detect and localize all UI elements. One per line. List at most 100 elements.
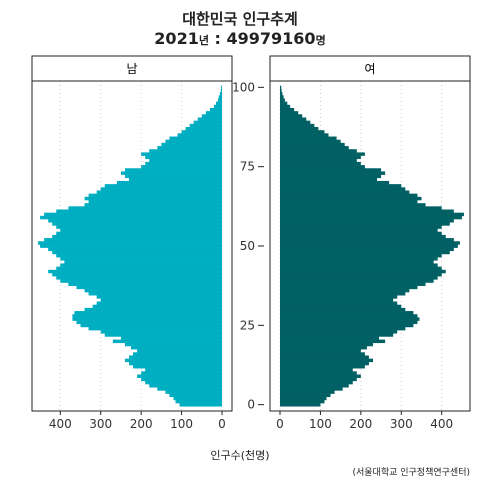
female-age-bar [280, 219, 454, 223]
male-age-bar [124, 174, 222, 179]
female-age-bar [280, 98, 285, 102]
female-age-bar [280, 95, 284, 99]
female-age-bar [280, 361, 369, 366]
female-age-bar [280, 234, 446, 239]
female-age-bar [280, 101, 288, 106]
male-age-bar [68, 206, 222, 210]
male-age-bar [48, 247, 222, 252]
female-age-bar [280, 333, 394, 337]
male-age-bar [217, 98, 222, 102]
male-age-bar [84, 288, 222, 293]
female-age-bar [280, 190, 410, 194]
male-age-bar [40, 244, 222, 248]
male-age-bar [145, 368, 222, 372]
male-age-bar [56, 231, 223, 236]
female-age-bar [280, 107, 295, 112]
age-tick-label: 100 [232, 80, 255, 94]
female-age-bar [280, 225, 442, 229]
male-age-bar [60, 279, 223, 283]
male-age-bar [145, 380, 222, 385]
female-age-bar [280, 263, 438, 267]
male-panel: 남 0 100 200 300 400 [31, 55, 233, 431]
male-age-bar [80, 323, 222, 328]
female-age-bar [280, 285, 418, 290]
female-age-bar [280, 368, 353, 372]
male-panel-frame [31, 80, 233, 412]
female-age-bar [280, 111, 299, 115]
male-age-bar [74, 311, 222, 315]
male-age-bar [52, 250, 222, 255]
male-age-bar [129, 361, 222, 366]
male-age-bar [96, 295, 222, 299]
female-x-tick-label: 200 [349, 417, 372, 431]
female-age-bar [280, 222, 450, 226]
female-age-bar [280, 257, 438, 261]
male-age-bar [88, 292, 223, 296]
male-age-bar [92, 304, 222, 309]
male-age-bar [56, 225, 223, 229]
female-age-bar [280, 180, 390, 185]
male-age-bar [175, 399, 222, 404]
male-age-bar [76, 320, 223, 325]
male-strip-label: 남 [126, 62, 137, 76]
female-age-bar [280, 130, 325, 134]
female-age-bar [280, 206, 442, 210]
male-age-bar [100, 330, 222, 334]
female-age-bar [280, 184, 402, 188]
female-age-bar [280, 311, 414, 315]
male-age-bar [213, 104, 222, 109]
male-age-bar [52, 272, 222, 277]
male-age-bar [56, 266, 223, 271]
age-tick-label: 50 [240, 239, 255, 253]
female-age-bar [280, 155, 361, 160]
female-age-bar [280, 266, 442, 271]
male-age-bar [124, 358, 222, 363]
female-age-bar [280, 177, 378, 182]
male-age-bar [96, 190, 222, 194]
female-age-bar [280, 326, 406, 331]
male-age-bar [38, 241, 223, 245]
male-age-bar [129, 177, 222, 182]
female-age-bar [280, 349, 361, 353]
total-unit: 명 [315, 34, 326, 47]
female-age-bar [280, 364, 365, 369]
female-age-bar [280, 136, 337, 141]
male-age-bar [220, 88, 222, 93]
female-age-bar [280, 85, 282, 90]
male-age-bar [165, 139, 222, 144]
male-age-bar [215, 101, 222, 106]
male-age-bar [124, 342, 222, 347]
source-note: (서울대학교 인구정책연구센터) [352, 468, 470, 478]
female-age-bar [280, 196, 422, 201]
female-age-bar [280, 117, 307, 121]
female-age-bar [280, 168, 382, 172]
female-age-bar [280, 127, 319, 131]
female-age-bar [280, 215, 462, 220]
male-age-bar [209, 107, 222, 112]
male-age-bar [124, 168, 222, 172]
female-age-bar [280, 104, 291, 109]
male-age-bar [40, 215, 222, 220]
male-age-bar [120, 171, 222, 175]
female-x-tick-label: 300 [390, 417, 413, 431]
female-age-bar [280, 158, 357, 163]
year-value: 2021 [154, 29, 199, 48]
male-age-bar [197, 117, 222, 121]
female-panel-frame [269, 80, 471, 412]
male-age-bar [76, 285, 223, 290]
male-age-bar [185, 127, 222, 131]
male-age-bar [137, 349, 222, 353]
male-age-bar [141, 152, 222, 156]
female-age-bar [280, 228, 438, 233]
female-age-bar [280, 187, 406, 191]
male-age-bar [60, 263, 223, 267]
female-x-tick-label: 100 [309, 417, 332, 431]
age-tick-label: 25 [240, 318, 255, 332]
male-age-bar [219, 92, 222, 96]
male-age-bar [52, 222, 222, 226]
female-age-bar [280, 152, 365, 156]
female-age-bar [280, 399, 325, 404]
male-age-bar [88, 199, 223, 204]
male-age-bar [56, 209, 223, 213]
year-unit: 년 [198, 34, 209, 47]
